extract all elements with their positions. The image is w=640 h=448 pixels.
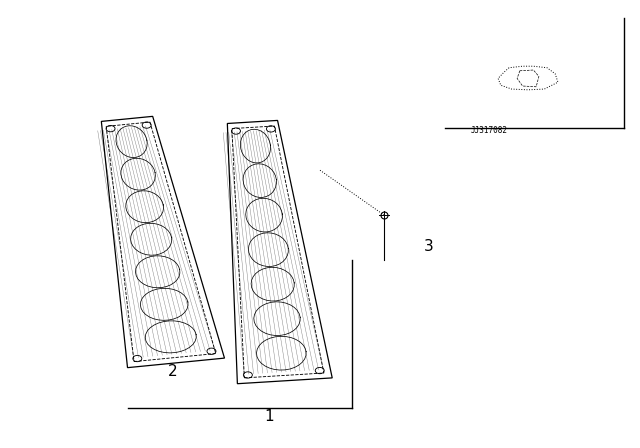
Text: JJ317082: JJ317082 [470,126,508,135]
Text: 3: 3 [424,239,434,254]
Text: 2: 2 [168,364,178,379]
Text: 1: 1 [264,409,274,424]
